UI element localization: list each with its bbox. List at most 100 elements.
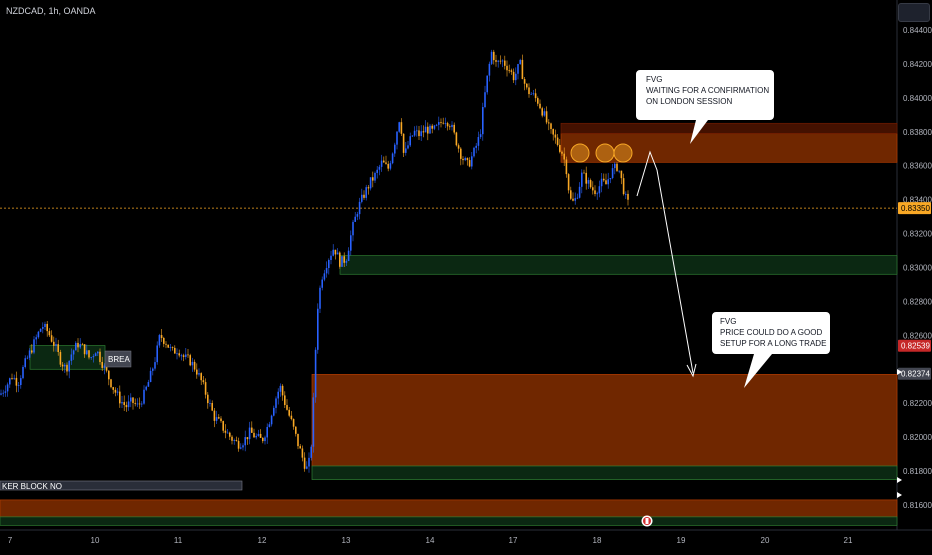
- event-icon[interactable]: [641, 515, 653, 527]
- candle: [191, 357, 194, 372]
- callout-top[interactable]: FVG WAITING FOR A CONFIRMATION ON LONDON…: [636, 70, 774, 144]
- candle: [48, 328, 51, 338]
- candle: [350, 230, 352, 256]
- candle: [620, 170, 623, 185]
- candle: [567, 173, 570, 194]
- candle: [6, 382, 9, 397]
- candle: [365, 184, 367, 201]
- x-tick-label: 17: [509, 536, 518, 545]
- y-tick-label: 0.83800: [903, 128, 932, 137]
- candle: [9, 377, 11, 388]
- price-tag: [898, 202, 931, 215]
- candle: [468, 157, 471, 168]
- candle: [218, 414, 220, 420]
- candle: [438, 116, 440, 131]
- candle: [361, 188, 363, 204]
- candle: [585, 166, 587, 190]
- candle: [226, 429, 229, 434]
- candle: [537, 96, 539, 107]
- candle: [143, 385, 145, 405]
- candle: [266, 423, 268, 444]
- y-tick-label: 0.84200: [903, 60, 932, 69]
- zone-fvg: [0, 499, 898, 518]
- candle: [504, 55, 506, 70]
- candle: [185, 348, 187, 360]
- candle: [497, 59, 499, 68]
- candle: [594, 185, 596, 197]
- candle: [277, 388, 279, 405]
- candle: [86, 344, 88, 356]
- candle: [565, 156, 568, 178]
- candle: [420, 125, 422, 141]
- candle: [347, 247, 350, 262]
- candle: [15, 371, 18, 393]
- candle: [237, 437, 240, 452]
- candle: [336, 248, 339, 255]
- y-tick-label: 0.82200: [903, 399, 932, 408]
- candle: [4, 385, 7, 397]
- candle: [297, 433, 299, 450]
- candle: [134, 398, 136, 407]
- y-axis[interactable]: 0.84400 0.84200 0.84000 0.83800 0.83600 0.834…: [903, 26, 932, 510]
- candle: [121, 395, 123, 408]
- candle: [299, 443, 301, 449]
- y-tick-label: 0.81600: [903, 501, 932, 510]
- candle: [541, 106, 543, 118]
- zone-green: [0, 516, 898, 526]
- candle: [193, 359, 196, 372]
- candle: [449, 124, 451, 130]
- candle: [262, 437, 264, 444]
- candle: [422, 125, 425, 138]
- candle: [90, 356, 92, 360]
- candle: [556, 134, 559, 147]
- candle: [391, 152, 394, 165]
- highlight-circle: [613, 143, 633, 163]
- candle: [22, 365, 24, 380]
- candle: [147, 379, 150, 387]
- x-axis[interactable]: 7 10 11 12 13 14 17 18 19 20 21: [8, 536, 853, 545]
- candle: [530, 92, 532, 95]
- candle: [255, 433, 257, 440]
- x-tick-label: 19: [677, 536, 686, 545]
- candle: [484, 85, 486, 109]
- candle: [79, 338, 81, 349]
- candle: [317, 303, 319, 354]
- y-tick-label: 0.83400: [903, 196, 932, 205]
- candle: [330, 250, 332, 265]
- candle: [264, 435, 266, 445]
- candle: [462, 156, 464, 165]
- callout-bottom[interactable]: FVG PRICE COULD DO A GOOD SETUP FOR A LO…: [712, 312, 830, 388]
- candle: [486, 75, 488, 95]
- candle: [44, 321, 46, 330]
- candle: [501, 59, 504, 68]
- price-tags: 0.83350 0.82539 0.82374: [898, 202, 931, 380]
- candle: [396, 131, 398, 150]
- candle-layer: [0, 49, 629, 473]
- candle: [323, 269, 326, 282]
- zone-fvg: [560, 133, 898, 163]
- candle: [354, 211, 356, 223]
- candle: [488, 61, 491, 82]
- chart-settings-button[interactable]: [898, 3, 930, 22]
- candle: [603, 173, 605, 182]
- candle: [268, 421, 271, 428]
- candle: [374, 171, 376, 183]
- candle: [101, 356, 103, 372]
- candle: [35, 334, 37, 345]
- candle: [123, 395, 125, 412]
- candle: [592, 181, 594, 195]
- candle: [385, 155, 387, 165]
- candle: [180, 353, 183, 361]
- candle: [402, 133, 405, 157]
- candle: [149, 367, 152, 383]
- candle: [156, 341, 158, 365]
- candle: [284, 391, 286, 408]
- candle: [110, 378, 112, 389]
- candle: [61, 361, 64, 372]
- x-tick-label: 7: [8, 536, 13, 545]
- candle: [77, 338, 79, 353]
- candle: [189, 353, 191, 367]
- candle: [99, 348, 101, 365]
